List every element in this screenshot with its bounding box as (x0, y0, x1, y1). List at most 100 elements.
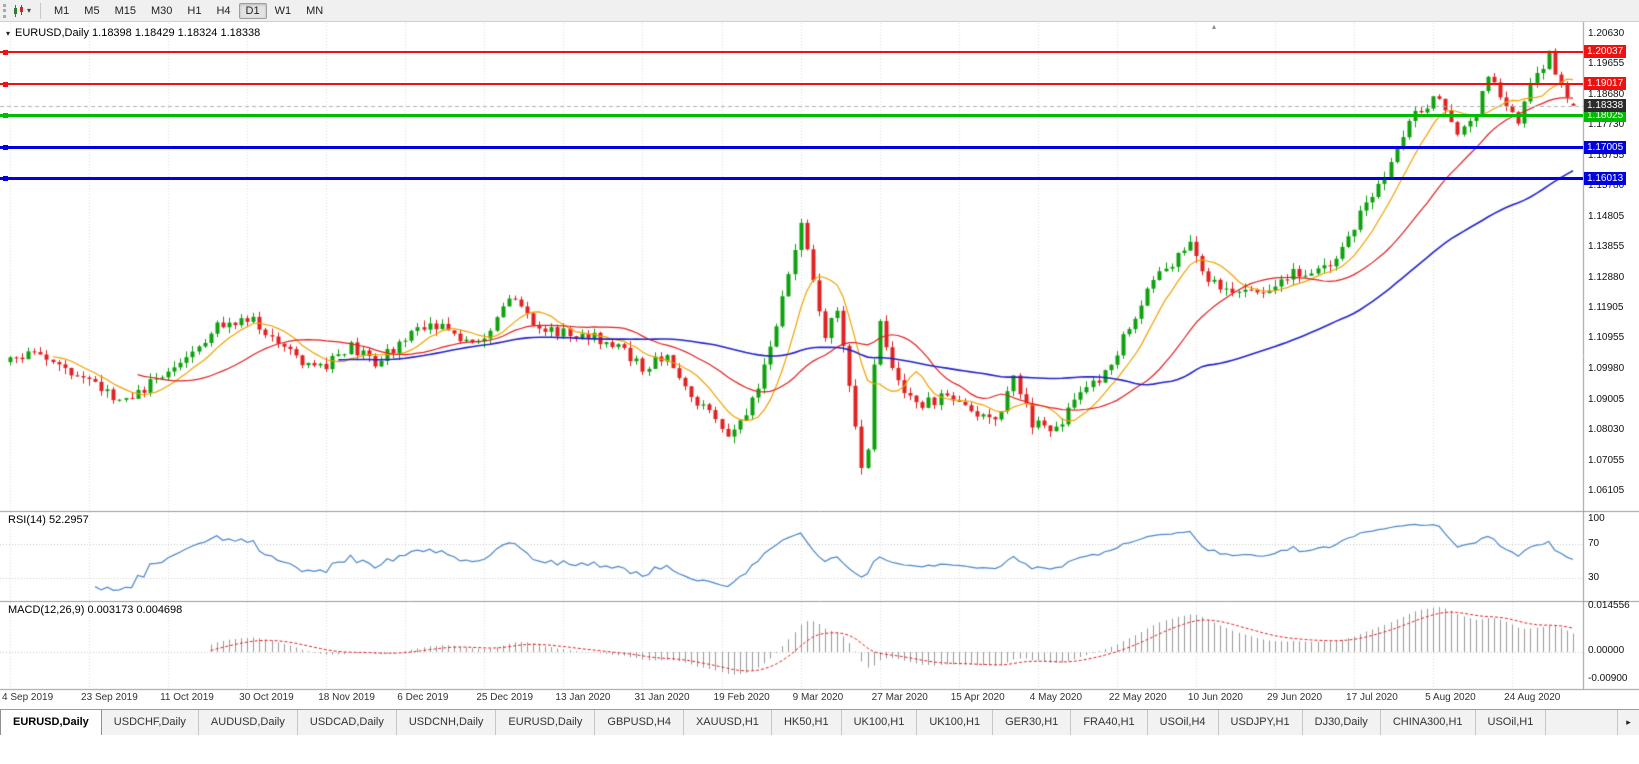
price-axis-label: 1.12880 (1588, 271, 1625, 283)
price-level-handle[interactable] (3, 145, 8, 151)
timeframe-button-d1[interactable]: D1 (238, 2, 267, 19)
date-axis-label: 30 Oct 2019 (239, 692, 294, 703)
chart-tab-eurusd-daily[interactable]: EURUSD,Daily (0, 710, 102, 735)
chart-tab-uk100-h1[interactable]: UK100,H1 (841, 710, 918, 735)
date-axis-label: 19 Feb 2020 (713, 692, 770, 703)
date-axis-label: 31 Jan 2020 (634, 692, 690, 703)
chart-tab-bar: EURUSD,Daily USDCHF,Daily AUDUSD,Daily USDC… (0, 709, 1639, 735)
date-axis-label: 4 Sep 2019 (2, 692, 54, 703)
chart-tab-usdcnh-daily[interactable]: USDCNH,Daily (396, 710, 497, 735)
toolbar: ▾ M1 M5 M15 M30 H1 H4 D1 W1 MN (0, 0, 1639, 22)
price-axis-label: 1.17730 (1588, 118, 1625, 130)
chart-tab-usdcad-daily[interactable]: USDCAD,Daily (297, 710, 397, 735)
date-axis-label: 17 Jul 2020 (1346, 692, 1398, 703)
macd-axis-label: -0.00900 (1588, 672, 1628, 684)
chart-title-text: EURUSD,Daily 1.18398 1.18429 1.18324 1.1… (15, 27, 261, 39)
chart-tab-audusd-daily[interactable]: AUDUSD,Daily (198, 710, 298, 735)
chevron-down-icon[interactable]: ▾ (27, 6, 32, 15)
date-axis-label: 18 Nov 2019 (318, 692, 375, 703)
macd-indicator-label: MACD(12,26,9) 0.003173 0.004698 (8, 604, 183, 616)
price-axis-label: 1.20630 (1588, 27, 1625, 39)
chart-tab-usdjpy-h1[interactable]: USDJPY,H1 (1218, 710, 1303, 735)
price-level-handle[interactable] (3, 49, 8, 55)
price-axis-label: 1.18680 (1588, 88, 1625, 100)
chart-title: ▾ EURUSD,Daily 1.18398 1.18429 1.18324 1… (6, 27, 260, 39)
price-axis-label: 1.09980 (1588, 362, 1625, 374)
tab-scroll-right-button[interactable]: ▸ (1617, 710, 1639, 735)
chart-tab-dj30-daily[interactable]: DJ30,Daily (1302, 710, 1381, 735)
chart-tab-china300-h1[interactable]: CHINA300,H1 (1380, 710, 1476, 735)
chart-tabs: EURUSD,Daily USDCHF,Daily AUDUSD,Daily USDC… (0, 710, 1617, 735)
price-level-line-1.17005[interactable] (0, 146, 1583, 150)
level-price-tag-1.18025: 1.18025 (1584, 108, 1627, 122)
date-axis-label: 23 Sep 2019 (81, 692, 138, 703)
toolbar-separator (40, 2, 42, 19)
price-level-handle[interactable] (3, 113, 8, 119)
rsi-axis-label: 100 (1588, 513, 1605, 524)
macd-axis-label: 0.014556 (1588, 599, 1630, 611)
date-axis-label: 27 Mar 2020 (871, 692, 928, 703)
chart-tab-fra40-h1[interactable]: FRA40,H1 (1071, 710, 1148, 735)
date-axis-label: 9 Mar 2020 (792, 692, 844, 703)
price-axis-label: 1.14805 (1588, 210, 1625, 222)
rsi-indicator-label: RSI(14) 52.2957 (8, 514, 89, 526)
chart-tab-usoil-h4[interactable]: USOil,H4 (1147, 710, 1219, 735)
triangle-down-icon: ▾ (6, 28, 11, 38)
price-level-line-1.16013[interactable] (0, 177, 1583, 181)
chart-tab-eurusd-daily[interactable]: EURUSD,Daily (496, 710, 596, 735)
timeframe-button-h1[interactable]: H1 (187, 4, 202, 17)
price-axis-label: 1.06105 (1588, 485, 1625, 496)
timeframe-button-m1[interactable]: M1 (54, 4, 70, 17)
price-axis-label: 1.16755 (1588, 149, 1625, 161)
date-axis-label: 10 Jun 2020 (1187, 692, 1243, 703)
level-price-tag-1.17005: 1.17005 (1584, 140, 1627, 154)
level-price-tag-1.19017: 1.19017 (1584, 77, 1627, 91)
price-axis-label: 1.09005 (1588, 393, 1625, 405)
date-axis-label: 4 May 2020 (1029, 692, 1083, 703)
price-axis-label: 1.07055 (1588, 455, 1625, 467)
chart-tab-uk100-h1[interactable]: UK100,H1 (917, 710, 994, 735)
price-level-line-1.19017[interactable] (0, 83, 1583, 86)
price-level-line-1.20037[interactable] (0, 51, 1583, 54)
chart-tab-usoil-h1[interactable]: USOil,H1 (1475, 710, 1547, 735)
chart-tab-gbpusd-h4[interactable]: GBPUSD,H4 (595, 710, 684, 735)
timeframe-button-m30[interactable]: M30 (150, 4, 173, 17)
price-axis-label: 1.08030 (1588, 424, 1625, 436)
timeframe-button-h4[interactable]: H4 (216, 4, 231, 17)
date-axis-label: 29 Jun 2020 (1266, 692, 1323, 703)
timeframe-button-w1[interactable]: W1 (274, 4, 292, 17)
chart-tab-hk50-h1[interactable]: HK50,H1 (771, 710, 842, 735)
timeframe-button-m5[interactable]: M5 (84, 4, 100, 17)
price-axis-label: 1.19655 (1588, 58, 1625, 70)
candlestick-chart-icon[interactable] (12, 4, 26, 18)
rsi-axis-label: 30 (1588, 571, 1600, 583)
date-axis-label: 6 Dec 2019 (397, 692, 449, 703)
chart-tab-usdchf-daily[interactable]: USDCHF,Daily (101, 710, 199, 735)
date-axis-label: 5 Aug 2020 (1425, 692, 1476, 703)
price-level-handle[interactable] (3, 81, 8, 87)
date-axis-label: 25 Dec 2019 (476, 692, 534, 703)
price-level-handle[interactable] (3, 176, 8, 182)
chart-shift-icon[interactable]: ▴ (1212, 22, 1217, 31)
date-axis-label: 22 May 2020 (1108, 692, 1167, 703)
rsi-axis-label: 70 (1588, 538, 1600, 550)
level-price-tag-1.16013: 1.16013 (1584, 171, 1627, 185)
date-axis-label: 24 Aug 2020 (1504, 692, 1561, 703)
price-axis-label: 1.15780 (1588, 180, 1625, 192)
current-price-tag: 1.18338 (1584, 98, 1627, 112)
timeframe-button-m15[interactable]: M15 (114, 4, 136, 17)
toolbar-grip[interactable] (3, 3, 7, 18)
chart-tab-ger30-h1[interactable]: GER30,H1 (993, 710, 1072, 735)
price-level-line-1.18025[interactable] (0, 114, 1583, 118)
level-price-tag-1.20037: 1.20037 (1584, 45, 1627, 59)
price-axis-label: 1.13855 (1588, 240, 1625, 252)
timeframe-buttons: M1 M5 M15 M30 H1 H4 D1 W1 MN (47, 2, 330, 19)
chart-tab-xauusd-h1[interactable]: XAUUSD,H1 (683, 710, 772, 735)
timeframe-button-mn[interactable]: MN (306, 4, 324, 17)
date-axis-label: 13 Jan 2020 (555, 692, 611, 703)
